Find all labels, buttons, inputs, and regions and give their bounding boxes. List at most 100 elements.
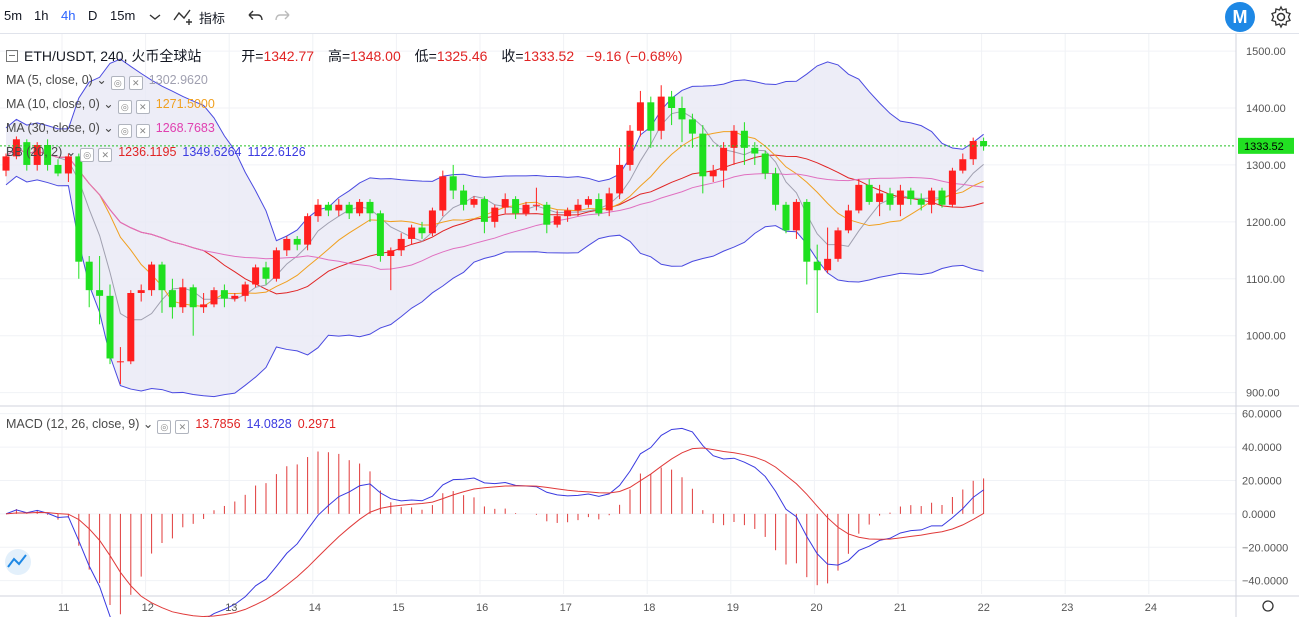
signal-line bbox=[5, 447, 984, 617]
candle-body bbox=[543, 204, 551, 225]
candle-body bbox=[324, 204, 332, 211]
candle-body bbox=[709, 170, 717, 177]
candle-body bbox=[33, 145, 41, 165]
candle-body bbox=[408, 227, 416, 239]
candle-body bbox=[865, 184, 873, 202]
ma10-label: MA (10, close, 0) bbox=[6, 97, 100, 111]
candle-body bbox=[668, 96, 676, 108]
candle-body bbox=[792, 201, 800, 231]
candle-body bbox=[116, 361, 124, 363]
bb-upper-value: 1349.6264 bbox=[182, 145, 242, 159]
close-label: 收= bbox=[501, 48, 524, 64]
close-icon[interactable]: ✕ bbox=[98, 148, 113, 162]
close-icon[interactable]: ✕ bbox=[175, 420, 190, 434]
ma10-value: 1271.5000 bbox=[155, 97, 215, 111]
macd-tick-label: 0.0000 bbox=[1242, 509, 1276, 521]
time-tick-label: 19 bbox=[727, 602, 739, 614]
price-tick-label: 1000.00 bbox=[1246, 331, 1286, 343]
ma30-legend[interactable]: MA (30, close, 0) ⌄ ◎ ✕ 1268.7683 bbox=[6, 121, 215, 138]
candle-body bbox=[460, 190, 468, 205]
interval-4h[interactable]: 4h bbox=[61, 8, 76, 23]
candle-body bbox=[959, 159, 967, 171]
macd-value: 13.7856 bbox=[195, 417, 241, 431]
candle-body bbox=[616, 164, 624, 194]
candle-body bbox=[397, 238, 405, 251]
chevron-down-icon[interactable] bbox=[144, 6, 166, 28]
close-icon[interactable]: ✕ bbox=[128, 76, 143, 90]
candle-body bbox=[262, 267, 270, 279]
eye-icon[interactable]: ◎ bbox=[110, 76, 125, 90]
bb-fill bbox=[6, 59, 984, 397]
eye-icon[interactable]: ◎ bbox=[80, 148, 95, 162]
candle-body bbox=[356, 201, 364, 214]
top-toolbar: 5m 1h 4h D 15m 指标 M bbox=[0, 0, 1299, 34]
candle-body bbox=[179, 287, 187, 308]
price-tick-label: 1500.00 bbox=[1246, 46, 1286, 58]
candle-body bbox=[366, 201, 374, 214]
price-chart[interactable]: 1500.00 1400.00 1300.00 1200.00 1100.00 1000.… bbox=[0, 34, 1299, 617]
ma5-legend[interactable]: MA (5, close, 0) ⌄ ◎ ✕ 1302.9620 bbox=[6, 73, 208, 90]
bb-lower-value: 1122.6126 bbox=[247, 145, 306, 159]
candle-body bbox=[127, 293, 135, 362]
candle-body bbox=[449, 176, 457, 191]
time-tick-label: 14 bbox=[309, 602, 321, 614]
close-value: 1333.52 bbox=[523, 48, 575, 64]
candle-body bbox=[480, 199, 488, 222]
eye-icon[interactable]: ◎ bbox=[117, 100, 132, 114]
candle-body bbox=[54, 164, 62, 174]
candle-body bbox=[137, 290, 145, 293]
candle-body bbox=[231, 295, 239, 299]
high-label: 高= bbox=[327, 48, 351, 64]
candle-body bbox=[574, 204, 582, 211]
candle-body bbox=[428, 210, 436, 234]
candle-body bbox=[834, 230, 842, 259]
candle-body bbox=[761, 153, 769, 174]
gear-icon[interactable] bbox=[1269, 5, 1293, 29]
candle-body bbox=[96, 290, 104, 296]
high-value: 1348.00 bbox=[350, 48, 401, 64]
interval-1h[interactable]: 1h bbox=[34, 8, 49, 23]
price-tick-label: 1400.00 bbox=[1246, 103, 1286, 115]
eye-icon[interactable]: ◎ bbox=[117, 124, 132, 138]
candle-body bbox=[636, 102, 644, 131]
candle-body bbox=[907, 190, 915, 200]
collapse-icon[interactable] bbox=[6, 50, 18, 62]
time-tick-label: 11 bbox=[58, 602, 69, 614]
eye-icon[interactable]: ◎ bbox=[157, 420, 172, 434]
candle-body bbox=[220, 290, 228, 299]
candle-body bbox=[813, 261, 821, 271]
price-tick-label: 1200.00 bbox=[1246, 217, 1286, 229]
candle-body bbox=[418, 227, 426, 234]
macd-hist-value: 0.2971 bbox=[297, 417, 336, 431]
low-label: 低= bbox=[414, 48, 437, 64]
ma10-legend[interactable]: MA (10, close, 0) ⌄ ◎ ✕ 1271.5000 bbox=[6, 97, 215, 114]
candle-body bbox=[335, 204, 343, 211]
close-icon[interactable]: ✕ bbox=[135, 100, 150, 114]
candle-body bbox=[376, 213, 384, 256]
undo-icon[interactable] bbox=[244, 6, 266, 28]
last-price-label: 1333.52 bbox=[1244, 141, 1284, 153]
bb-legend[interactable]: BB (20, 2) ⌄ ◎ ✕ 1236.1195 1349.6264 1122.612… bbox=[6, 145, 306, 162]
candle-body bbox=[824, 258, 832, 271]
open-value: 1342.77 bbox=[263, 48, 315, 64]
close-icon[interactable]: ✕ bbox=[135, 124, 150, 138]
interval-15m[interactable]: 15m bbox=[110, 8, 136, 23]
ma30-label: MA (30, close, 0) bbox=[6, 121, 100, 135]
macd-line bbox=[5, 427, 984, 617]
time-tick-label: 21 bbox=[894, 602, 906, 614]
low-value: 1325.46 bbox=[436, 48, 488, 64]
time-tick-label: 18 bbox=[643, 602, 655, 614]
interval-5m[interactable]: 5m bbox=[4, 8, 23, 23]
candle-body bbox=[678, 108, 686, 120]
indicators-button[interactable]: 指标 bbox=[199, 11, 226, 26]
redo-icon[interactable] bbox=[272, 6, 294, 28]
candle-body bbox=[44, 145, 52, 165]
interval-d[interactable]: D bbox=[88, 8, 98, 23]
candle-body bbox=[772, 173, 780, 205]
macd-legend[interactable]: MACD (12, 26, close, 9) ⌄ ◎ ✕ 13.7856 14.082… bbox=[6, 417, 336, 434]
candle-body bbox=[584, 199, 592, 205]
candle-body bbox=[803, 201, 811, 262]
time-tick-label: 24 bbox=[1145, 602, 1157, 614]
indicators-icon[interactable] bbox=[172, 6, 194, 28]
ma30-line bbox=[5, 147, 984, 270]
